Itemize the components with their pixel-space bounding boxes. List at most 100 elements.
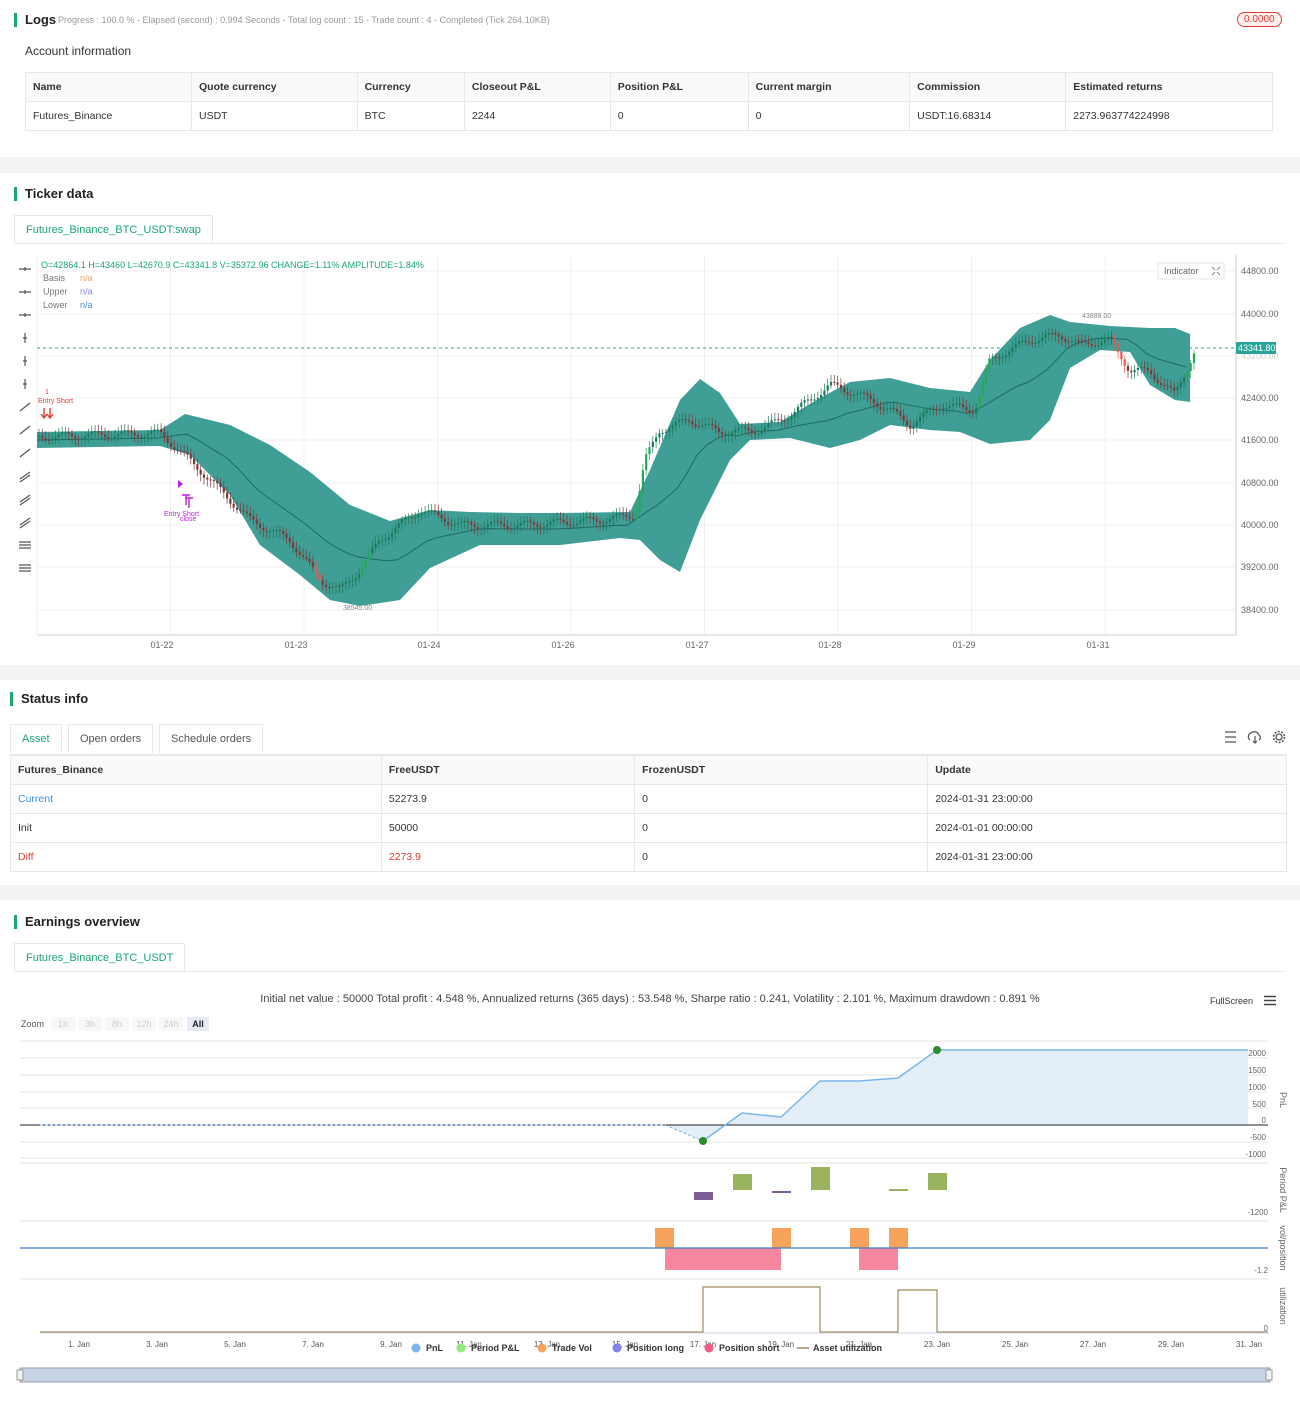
legend-label[interactable]: PnL (426, 1343, 444, 1353)
zoom-button-label[interactable]: 3h (85, 1019, 95, 1029)
candle-body (1103, 339, 1106, 343)
row: Init 50000 0 2024-01-01 00:00:00 (10, 813, 1287, 843)
candle-body (463, 521, 466, 523)
legend-label[interactable]: Asset utilization (813, 1343, 882, 1353)
draw-tool[interactable] (19, 425, 31, 435)
candle-body (965, 406, 968, 411)
indicator[interactable]: Indicator (1164, 266, 1199, 276)
ticker-tab[interactable]: Futures_Binance_BTC_USDT:swap (14, 215, 213, 244)
navigator-handle[interactable] (16, 1369, 24, 1381)
x-tick-label: 19. Jan (768, 1340, 794, 1349)
candle-body (932, 408, 935, 410)
draw-tool[interactable] (19, 402, 31, 412)
zoom-button-label[interactable]: 8h (112, 1019, 122, 1029)
candle-body (744, 426, 747, 428)
candle-body (70, 433, 74, 437)
draw-tool[interactable] (19, 494, 31, 506)
candle-body (1166, 385, 1169, 387)
draw-tool[interactable] (19, 564, 31, 572)
candle-body (763, 427, 767, 432)
logs-section: Logs Progress : 100.0 % - Elapsed (secon… (0, 0, 1300, 157)
candle-body (311, 562, 314, 568)
zoom-button[interactable] (187, 1017, 209, 1031)
candle-body (912, 426, 915, 429)
draw-tool[interactable] (19, 471, 31, 483)
account-table: Name Quote currency Currency Closeout P&L Po… (24, 72, 1273, 131)
candle-body (41, 435, 44, 439)
legend-label[interactable]: Period P&L (471, 1343, 520, 1353)
legend-label[interactable]: Trade Vol (552, 1343, 592, 1353)
toolbar-icons[interactable] (1222, 730, 1292, 744)
candle-body (737, 427, 740, 430)
candle-body (298, 552, 301, 556)
zoom-button[interactable] (105, 1017, 129, 1031)
candle-body (754, 432, 757, 435)
zoom-button-label[interactable]: 1h (58, 1019, 68, 1029)
fullscreen[interactable]: FullScreen (1210, 996, 1254, 1006)
candle-body (859, 392, 862, 394)
annotation: 1 (45, 389, 49, 396)
candle-body (981, 381, 984, 396)
zoom-button-label[interactable]: All (192, 1019, 204, 1029)
earnings-section: Earnings overview Futures_Binance_BTC_US… (0, 900, 1300, 1404)
y-tick-label: -1000 (1246, 1150, 1267, 1159)
draw-tool[interactable] (23, 333, 27, 343)
candle-body (1150, 370, 1153, 375)
zoom-button[interactable] (159, 1017, 183, 1031)
draw-tool[interactable] (19, 448, 31, 458)
candle-body (671, 425, 674, 430)
draw-tool[interactable] (23, 379, 27, 389)
zoom-button[interactable] (51, 1017, 75, 1031)
candle-body (1041, 337, 1044, 341)
status-tab[interactable]: Asset (10, 724, 62, 753)
indicator-button[interactable] (1157, 262, 1225, 280)
candle-body (427, 510, 430, 513)
candle-body (1169, 386, 1172, 388)
navigator-handle[interactable] (1265, 1369, 1273, 1381)
x-tick-label: 01-28 (818, 640, 841, 650)
candle-body (1037, 340, 1040, 343)
zoom-button-label[interactable]: 12h (136, 1019, 151, 1029)
candle-body (955, 403, 958, 405)
low-label: 38545.00 (343, 605, 372, 612)
candle-body (1136, 367, 1139, 370)
navigator[interactable] (19, 1367, 1271, 1383)
candle-body (160, 429, 163, 432)
bollinger-band (37, 315, 1190, 606)
zoom-button[interactable] (132, 1017, 156, 1031)
y-tick-label: 2000 (1248, 1049, 1266, 1058)
candle-body (268, 531, 272, 533)
candle-body (922, 412, 925, 417)
y-tick-label: 43200.00 (1241, 351, 1279, 361)
status-tab[interactable]: Open orders (68, 724, 154, 753)
candle-body (282, 530, 285, 534)
zoom-button[interactable] (78, 1017, 102, 1031)
legend-label[interactable]: Position long (627, 1343, 684, 1353)
legend-label[interactable]: Position short (719, 1343, 780, 1353)
menu-icon[interactable] (1263, 995, 1277, 1006)
x-tick-label: 01-23 (284, 640, 307, 650)
header-cell: FrozenUSDT (634, 755, 929, 785)
candle-body (889, 408, 892, 410)
candle-body (529, 520, 532, 523)
draw-tool[interactable] (19, 517, 31, 529)
draw-tool[interactable] (19, 267, 31, 271)
draw-tool[interactable] (19, 290, 31, 294)
candle-body (133, 432, 136, 436)
draw-tool[interactable] (19, 541, 31, 549)
candle-body (265, 530, 268, 532)
candle-body (1011, 347, 1014, 352)
candle-body (810, 399, 813, 401)
earnings-tab[interactable]: Futures_Binance_BTC_USDT (14, 943, 186, 972)
candle-body (942, 408, 945, 410)
candle-body (935, 409, 938, 411)
axis-title: vol/position (1278, 1225, 1288, 1270)
account-title: Account information (25, 44, 132, 58)
draw-tool[interactable] (23, 356, 27, 366)
candle-body (694, 424, 697, 427)
draw-tool[interactable] (19, 313, 31, 317)
status-tab[interactable]: Schedule orders (159, 724, 264, 753)
cell: 50000 (380, 813, 636, 843)
divider (0, 665, 1300, 680)
zoom-button-label[interactable]: 24h (163, 1019, 178, 1029)
